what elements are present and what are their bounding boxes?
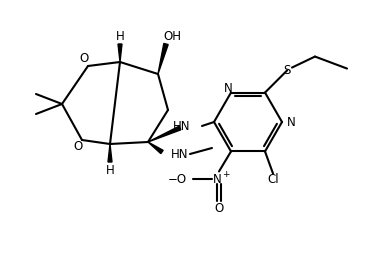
Text: H: H xyxy=(106,163,114,177)
Polygon shape xyxy=(148,142,163,154)
Polygon shape xyxy=(118,44,122,62)
Text: N: N xyxy=(213,173,222,186)
Text: OH: OH xyxy=(163,30,181,44)
Text: Cl: Cl xyxy=(267,173,279,186)
Text: O: O xyxy=(80,52,89,66)
Text: HN: HN xyxy=(172,119,190,132)
Text: S: S xyxy=(283,64,291,77)
Polygon shape xyxy=(108,144,112,162)
Text: O: O xyxy=(73,141,83,153)
Polygon shape xyxy=(148,126,181,142)
Text: +: + xyxy=(222,170,229,179)
Text: N: N xyxy=(287,116,296,128)
Text: O: O xyxy=(215,202,223,215)
Text: N: N xyxy=(223,82,232,95)
Text: −O: −O xyxy=(168,173,187,186)
Text: HN: HN xyxy=(171,147,189,160)
Polygon shape xyxy=(158,44,168,74)
Text: H: H xyxy=(115,29,124,42)
